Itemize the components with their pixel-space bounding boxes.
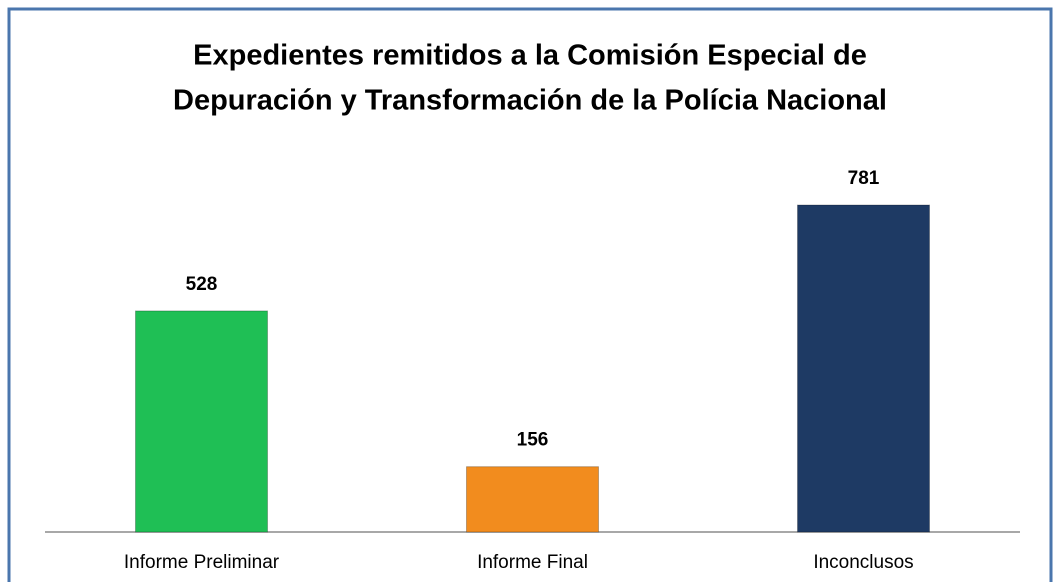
- x-tick-label: Informe Final: [477, 552, 588, 573]
- data-label: 781: [848, 168, 880, 189]
- bar: [135, 310, 268, 533]
- bar: [797, 204, 930, 533]
- data-label: 156: [517, 430, 549, 451]
- chart-title: Expedientes remitidos a la Comisión Espe…: [193, 40, 867, 72]
- x-tick-label: Informe Preliminar: [124, 552, 280, 573]
- chart-title: Depuración y Transformación de la Políci…: [173, 85, 887, 117]
- data-label: 528: [186, 274, 218, 295]
- x-tick-label: Inconclusos: [813, 552, 913, 573]
- bar: [466, 466, 599, 533]
